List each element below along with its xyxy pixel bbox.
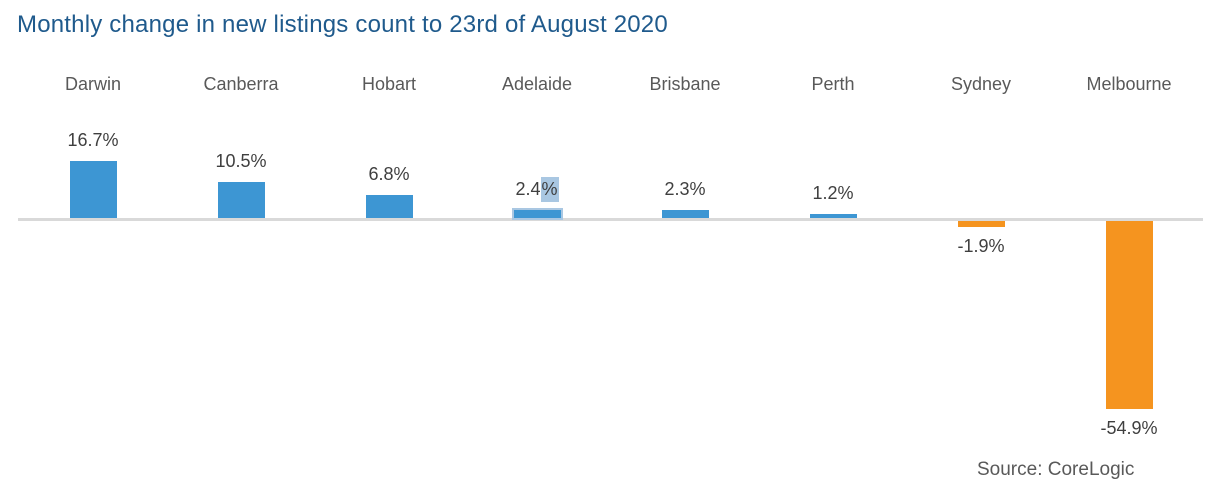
- value-label-canberra: 10.5%: [215, 151, 267, 171]
- value-label-brisbane: 2.3%: [664, 179, 706, 199]
- category-label-adelaide: Adelaide: [501, 74, 573, 94]
- bar-adelaide: [513, 210, 561, 218]
- bar-brisbane: [661, 210, 709, 218]
- category-label-melbourne: Melbourne: [1086, 74, 1172, 94]
- chart-title: Monthly change in new listings count to …: [17, 11, 668, 38]
- bar-melbourne: [1105, 221, 1153, 409]
- bar-perth: [809, 214, 857, 218]
- category-label-canberra: Canberra: [203, 74, 279, 94]
- bar-darwin: [69, 161, 117, 218]
- value-label-darwin: 16.7%: [67, 130, 119, 150]
- category-label-darwin: Darwin: [64, 74, 121, 94]
- category-label-brisbane: Brisbane: [649, 74, 721, 94]
- category-label-sydney: Sydney: [950, 74, 1012, 94]
- x-axis-line: [18, 218, 1203, 221]
- bar-sydney: [957, 221, 1005, 227]
- source-credit: Source: CoreLogic: [977, 459, 1135, 480]
- value-label-perth: 1.2%: [812, 183, 854, 203]
- value-label-number: 2.4: [515, 179, 541, 199]
- value-label-melbourne: -54.9%: [1100, 418, 1158, 438]
- bar-canberra: [217, 182, 265, 218]
- category-label-perth: Perth: [811, 74, 855, 94]
- selection-highlight: %: [540, 177, 559, 202]
- value-label-sydney: -1.9%: [957, 236, 1005, 256]
- value-label-adelaide: 2.4%: [463, 177, 611, 202]
- category-label-hobart: Hobart: [361, 74, 417, 94]
- value-label-hobart: 6.8%: [368, 164, 410, 184]
- bar-hobart: [365, 195, 413, 218]
